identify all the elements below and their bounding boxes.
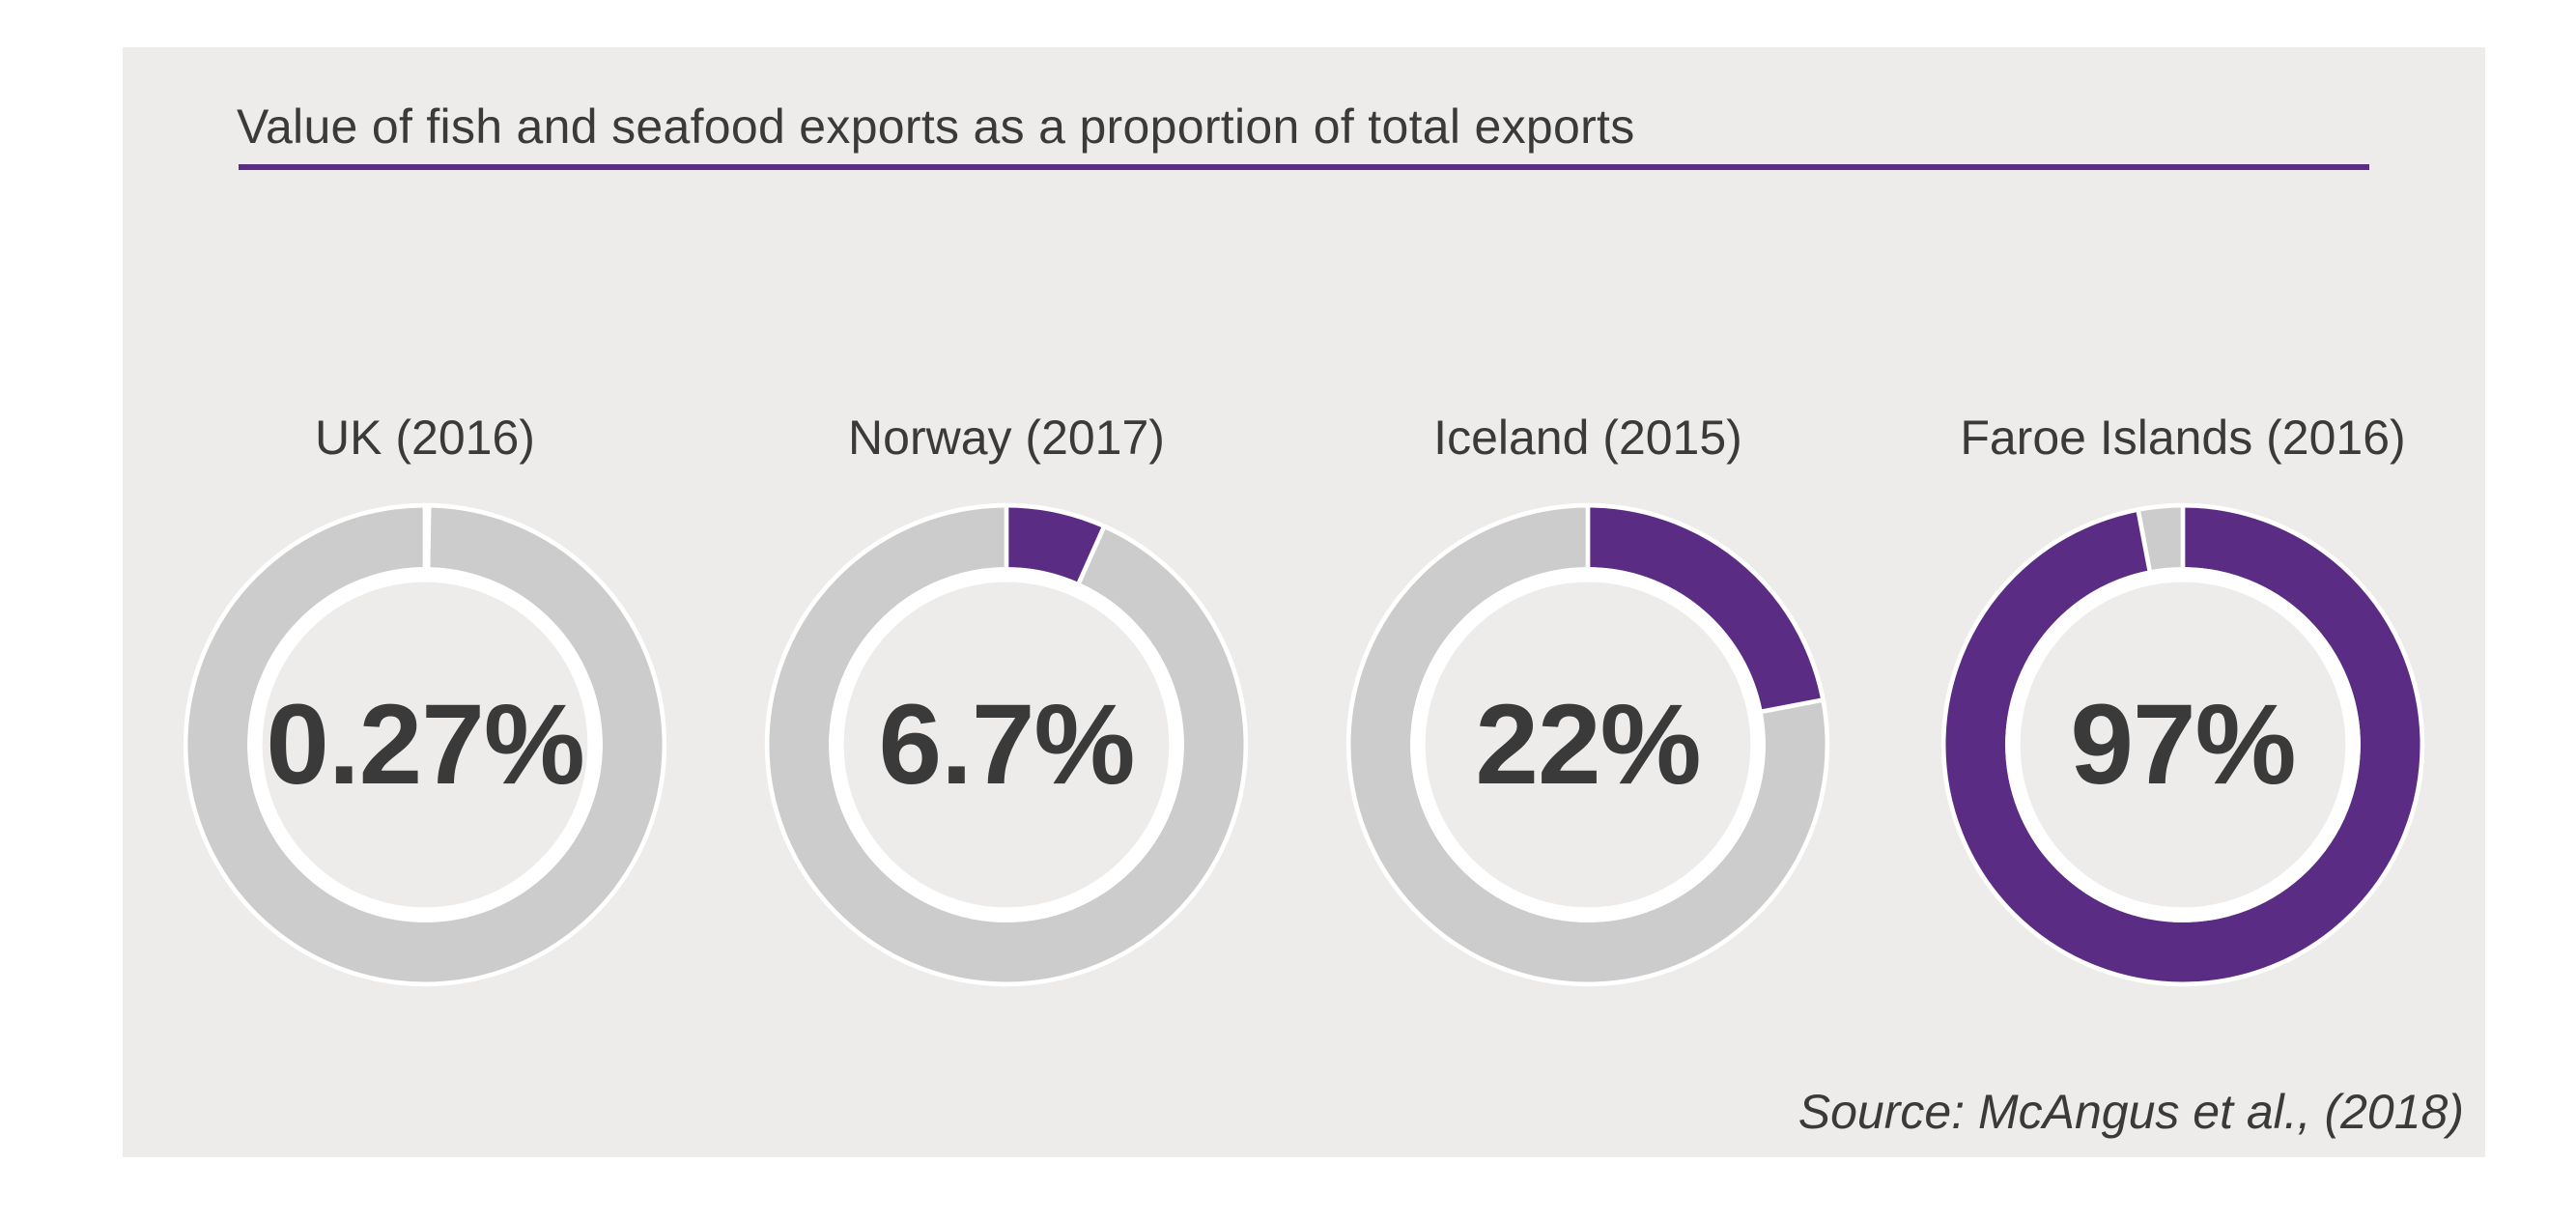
donut-ring-graphic [1933, 495, 2433, 995]
percent-label: 22% [1475, 681, 1701, 809]
donut-svg [183, 502, 667, 987]
chart-label: Iceland (2015) [1433, 411, 1742, 465]
chart-card: Value of fish and seafood exports as a p… [123, 47, 2485, 1157]
percent-label: 97% [2070, 681, 2296, 809]
chart-label: Faroe Islands (2016) [1960, 411, 2406, 465]
chart-label: UK (2016) [315, 411, 535, 465]
source-credit: Source: McAngus et al., (2018) [1798, 1085, 2464, 1139]
donut-ring-graphic [1338, 495, 1838, 995]
chart-title: Value of fish and seafood exports as a p… [237, 99, 1635, 154]
percent-label: 6.7% [878, 681, 1136, 809]
donut-svg [1940, 502, 2425, 987]
charts-row: UK (2016) 0.27% Norway (2017) 6.7% Icela… [123, 47, 2485, 1157]
donut-chart-2: Iceland (2015) 22% [1338, 413, 1838, 995]
donut-svg [1345, 502, 1830, 987]
title-underline [239, 164, 2369, 170]
donut-ring-graphic [175, 495, 675, 995]
percent-label: 0.27% [266, 681, 585, 809]
donut-chart-1: Norway (2017) 6.7% [756, 413, 1257, 995]
chart-label: Norway (2017) [848, 411, 1165, 465]
donut-chart-3: Faroe Islands (2016) 97% [1933, 413, 2433, 995]
donut-ring-graphic [756, 495, 1257, 995]
donut-chart-0: UK (2016) 0.27% [175, 413, 675, 995]
donut-svg [764, 502, 1249, 987]
